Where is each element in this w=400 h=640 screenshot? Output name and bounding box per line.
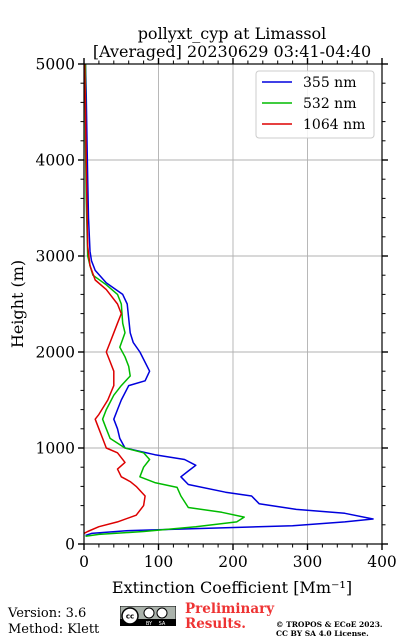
- series-line-1064-nm: [83, 63, 146, 535]
- major-ticks: [78, 58, 388, 550]
- svg-text:BY: BY: [146, 621, 153, 626]
- legend-label-1064-nm: 1064 nm: [303, 117, 365, 133]
- y-tick-labels: 0 1000 2000 3000 4000 5000: [36, 56, 75, 554]
- y-tick-label: 5000: [36, 56, 75, 74]
- cc-by-sa-icon: cc BY SA: [120, 606, 176, 626]
- y-tick-label: 4000: [36, 152, 75, 170]
- preliminary-notice: Preliminary Results.: [185, 602, 274, 632]
- x-tick-labels: 0 100 200 300 400: [79, 553, 397, 571]
- method-text: Method: Klett: [8, 622, 100, 637]
- y-tick-label: 0: [65, 536, 75, 554]
- y-tick-label: 3000: [36, 248, 75, 266]
- x-tick-label: 300: [293, 553, 323, 571]
- plot-frame: [83, 63, 383, 545]
- y-tick-label: 2000: [36, 344, 75, 362]
- y-tick-label: 1000: [36, 440, 75, 458]
- x-axis-label: Extinction Coefficient [Mm⁻¹]: [112, 578, 352, 597]
- series-line-355-nm: [84, 63, 374, 537]
- x-tick-label: 200: [218, 553, 248, 571]
- series-line-532-nm: [84, 64, 245, 538]
- x-tick-label: 0: [79, 553, 89, 571]
- x-tick-label: 100: [144, 553, 174, 571]
- chart-title: pollyxt_cyp at Limassol: [138, 24, 327, 43]
- legend-label-532-nm: 532 nm: [303, 96, 356, 112]
- version-text: Version: 3.6: [8, 606, 87, 621]
- grid-lines: [84, 64, 382, 544]
- legend: 355 nm 532 nm 1064 nm: [255, 70, 375, 139]
- copyright-line-1: © TROPOS & ECoE 2023.: [276, 620, 383, 629]
- copyright-notice: © TROPOS & ECoE 2023. CC BY SA 4.0 Licen…: [276, 620, 383, 638]
- preliminary-line-2: Results.: [185, 616, 246, 632]
- svg-text:SA: SA: [159, 621, 166, 626]
- legend-label-355-nm: 355 nm: [303, 75, 356, 91]
- svg-text:cc: cc: [126, 613, 134, 621]
- chart-subtitle: [Averaged] 20230629 03:41-04:40: [93, 42, 371, 61]
- legend-box: [255, 70, 375, 139]
- series-lines: [83, 63, 374, 538]
- y-axis-label: Height (m): [8, 260, 27, 348]
- x-tick-label: 400: [367, 553, 397, 571]
- preliminary-line-1: Preliminary: [185, 601, 275, 617]
- footer-info: Version: 3.6 Method: Klett: [8, 606, 99, 638]
- copyright-line-2: CC BY SA 4.0 License.: [276, 629, 369, 638]
